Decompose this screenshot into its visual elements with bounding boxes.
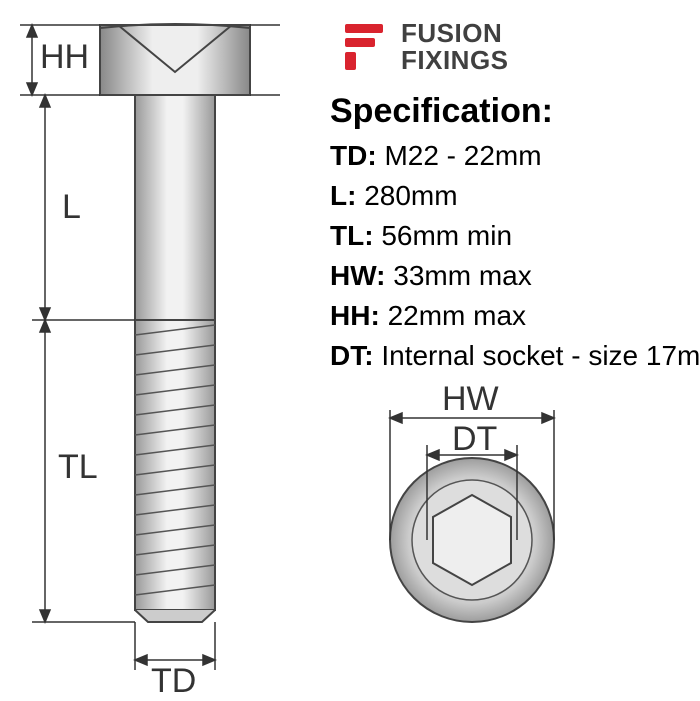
bolt-side-view bbox=[0, 0, 310, 700]
spec-label: TL bbox=[330, 220, 364, 251]
spec-value: Internal socket - size 17mm bbox=[381, 340, 700, 371]
spec-row-l: L: 280mm bbox=[330, 180, 458, 212]
spec-label: TD bbox=[330, 140, 367, 171]
spec-title: Specification: bbox=[330, 92, 553, 131]
dim-label-hh: HH bbox=[40, 38, 89, 77]
spec-value: M22 - 22mm bbox=[384, 140, 541, 171]
spec-row-hw: HW: 33mm max bbox=[330, 260, 532, 292]
brand-line2: FIXINGS bbox=[401, 47, 509, 74]
dim-label-tl: TL bbox=[58, 448, 98, 487]
brand-line1: FUSION bbox=[401, 20, 509, 47]
diagram-canvas: HH L TL TD HW DT FUSION FIXINGS Specific… bbox=[0, 0, 700, 700]
dim-label-td: TD bbox=[151, 662, 196, 701]
brand-logo: FUSION FIXINGS bbox=[335, 18, 509, 76]
dim-label-dt: DT bbox=[452, 420, 497, 459]
spec-row-hh: HH: 22mm max bbox=[330, 300, 526, 332]
brand-logo-text: FUSION FIXINGS bbox=[401, 20, 509, 75]
spec-label: HW bbox=[330, 260, 376, 291]
dim-label-l: L bbox=[62, 188, 81, 227]
spec-value: 22mm max bbox=[388, 300, 526, 331]
spec-label: DT bbox=[330, 340, 364, 371]
dim-label-hw: HW bbox=[442, 380, 499, 419]
spec-row-td: TD: M22 - 22mm bbox=[330, 140, 542, 172]
spec-value: 33mm max bbox=[393, 260, 531, 291]
spec-row-tl: TL: 56mm min bbox=[330, 220, 512, 252]
spec-value: 280mm bbox=[364, 180, 457, 211]
spec-label: HH bbox=[330, 300, 370, 331]
spec-row-dt: DT: Internal socket - size 17mm bbox=[330, 340, 700, 372]
spec-label: L bbox=[330, 180, 347, 211]
brand-logo-icon bbox=[335, 18, 393, 76]
spec-value: 56mm min bbox=[381, 220, 512, 251]
